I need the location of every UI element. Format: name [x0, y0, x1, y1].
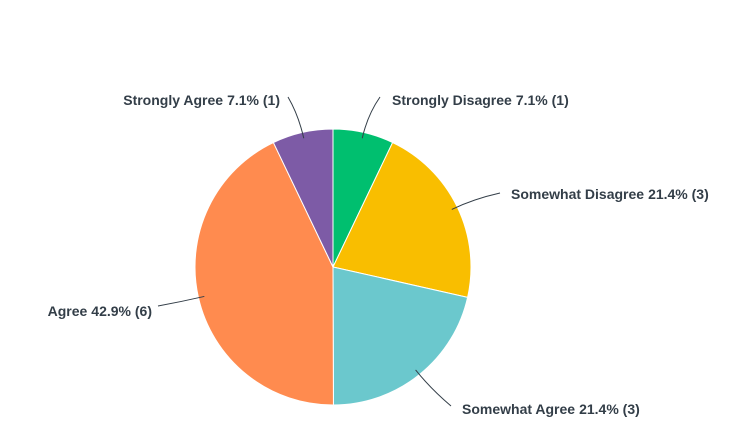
- slice-label: Agree 42.9% (6): [48, 303, 152, 319]
- slice-label: Strongly Disagree 7.1% (1): [392, 92, 569, 108]
- category-label: Somewhat Disagree: [511, 186, 644, 202]
- value-label: 21.4% (3): [648, 186, 709, 202]
- slice-label: Somewhat Agree 21.4% (3): [462, 401, 640, 417]
- slice-label: Somewhat Disagree 21.4% (3): [511, 186, 709, 202]
- value-label: 7.1% (1): [227, 92, 280, 108]
- category-label: Strongly Agree: [123, 92, 223, 108]
- leader-line: [451, 192, 501, 210]
- value-label: 7.1% (1): [516, 92, 569, 108]
- leader-line: [361, 96, 381, 139]
- leader-line: [157, 295, 205, 307]
- category-label: Strongly Disagree: [392, 92, 512, 108]
- slice-label: Strongly Agree 7.1% (1): [123, 92, 280, 108]
- leader-line: [415, 369, 452, 407]
- category-label: Agree: [48, 303, 88, 319]
- category-label: Somewhat Agree: [462, 401, 575, 417]
- value-label: 21.4% (3): [579, 401, 640, 417]
- leader-line: [287, 96, 305, 139]
- value-label: 42.9% (6): [91, 303, 152, 319]
